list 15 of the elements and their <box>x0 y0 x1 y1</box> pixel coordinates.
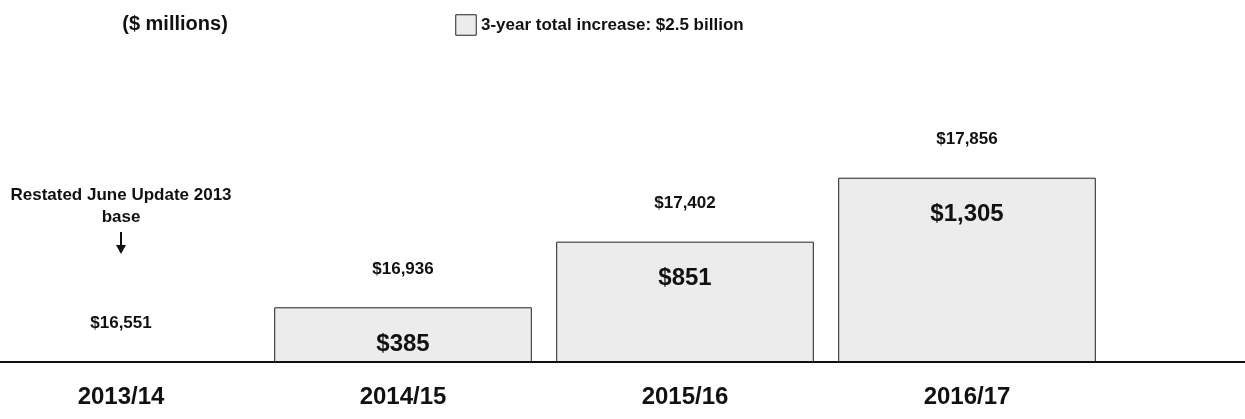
annotation: $16,936 <box>372 258 434 278</box>
data-label: $1,305 <box>930 199 1004 227</box>
x-tick-label: 2014/15 <box>359 381 447 409</box>
x-tick-label: 2015/16 <box>641 381 729 409</box>
annotation: $17,856 <box>936 129 998 149</box>
x-tick-label: 2013/14 <box>77 381 166 409</box>
annotation: base <box>101 207 141 226</box>
legend-label: 3-year total increase: $2.5 billion <box>481 15 744 34</box>
x-tick-label: 2016/17 <box>923 381 1011 409</box>
text: ($ millions) <box>122 12 228 34</box>
annotation: $17,402 <box>654 193 716 213</box>
data-label: $851 <box>658 263 712 291</box>
annotation: Restated June Update 2013 <box>10 185 232 204</box>
data-label: $385 <box>376 328 430 356</box>
annotation: $16,551 <box>90 313 152 332</box>
